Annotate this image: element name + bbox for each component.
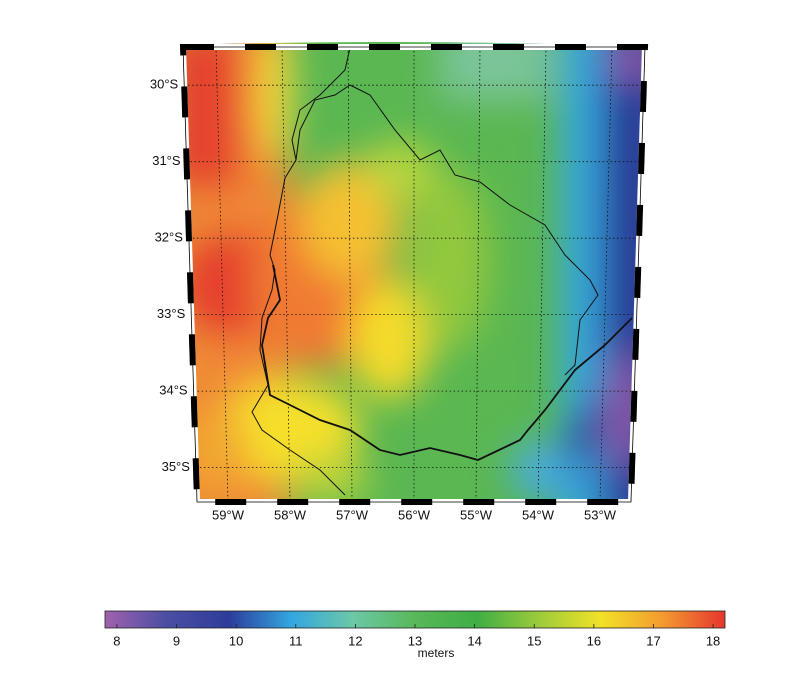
coastlines — [251, 47, 633, 496]
colorbar-tick-label: 9 — [173, 633, 180, 648]
lon-tick-label: 56°W — [398, 507, 431, 522]
colorbar-tick-label: 16 — [587, 633, 601, 648]
colorbar-tick-label: 14 — [467, 633, 481, 648]
lon-tick-label: 57°W — [336, 507, 369, 522]
lon-tick-label: 53°W — [584, 507, 617, 522]
colorbar-label: meters — [418, 646, 455, 660]
colorbar-tick-label: 13 — [408, 633, 422, 648]
lat-tick-label: 32°S — [155, 230, 184, 245]
lat-tick-label: 33°S — [157, 306, 186, 321]
colorbar-tick-label: 11 — [289, 633, 303, 648]
colorbar: meters 8 9 10 11 12 13 14 15 16 17 18 — [104, 610, 726, 660]
frame-outline — [182, 46, 646, 503]
colorbar-tick-label: 8 — [113, 633, 120, 648]
colorbar-tick-label: 17 — [646, 633, 660, 648]
colorbar-tick-label: 18 — [706, 633, 720, 648]
colorbar-tick-label: 12 — [348, 633, 362, 648]
geoid-field — [183, 41, 645, 505]
lon-tick-label: 54°W — [522, 507, 555, 522]
map-frame — [179, 44, 649, 505]
lat-tick-label: 34°S — [159, 383, 188, 398]
lon-tick-label: 55°W — [460, 507, 493, 522]
map-labels: 30°S 31°S 32°S 33°S 34°S 35°S 59°W 58°W 57°W 56°W… — [150, 77, 617, 523]
lon-tick-label: 59°W — [212, 507, 245, 522]
colorbar-tick-label: 15 — [527, 633, 541, 648]
lat-tick-label: 30°S — [150, 77, 179, 92]
lat-tick-label: 35°S — [162, 459, 191, 474]
lon-tick-label: 58°W — [274, 507, 307, 522]
colorbar-tick-label: 10 — [229, 633, 243, 648]
lat-tick-label: 31°S — [152, 153, 181, 168]
graticule — [184, 46, 644, 503]
